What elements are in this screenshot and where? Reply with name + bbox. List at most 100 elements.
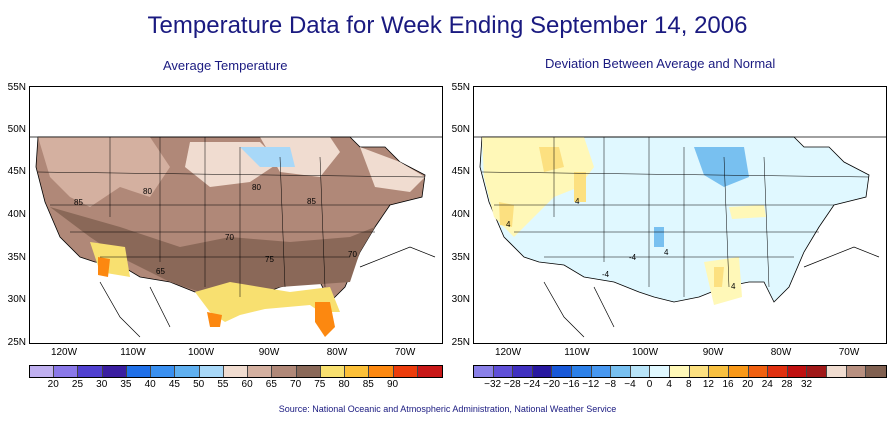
- legend-swatch: [826, 366, 847, 377]
- legend-swatch: [493, 366, 514, 377]
- contour-label: 4: [506, 220, 511, 229]
- legend-swatch: [369, 366, 394, 377]
- legend-swatch: [320, 366, 346, 377]
- legend-swatch: [272, 366, 297, 377]
- contour-label: 65: [156, 267, 165, 276]
- contour-label: 4: [575, 197, 580, 206]
- contour-label: 70: [225, 233, 234, 242]
- legend-tick-label: 65: [265, 379, 277, 390]
- contour-label: 75: [265, 255, 274, 264]
- legend-swatch: [650, 366, 671, 377]
- legend-tick-label: 28: [781, 379, 793, 390]
- legend-tick-label: 0: [646, 379, 653, 390]
- contour-label: 70: [348, 250, 357, 259]
- source-note: Source: National Oceanic and Atmospheric…: [278, 404, 617, 414]
- legend-tick-label: 20: [47, 379, 59, 390]
- temperature-legend: [29, 365, 443, 378]
- legend-swatch: [417, 366, 442, 377]
- contour-label: 85: [307, 197, 316, 206]
- contour-label: 4: [664, 248, 669, 257]
- legend-tick-label: 70: [290, 379, 302, 390]
- x-axis-label: 80W: [770, 347, 792, 358]
- legend-tick-label: −24: [523, 379, 541, 390]
- legend-swatch: [532, 366, 553, 377]
- legend-swatch: [728, 366, 749, 377]
- y-axis-label: 50N: [7, 124, 26, 135]
- legend-swatch: [846, 366, 867, 377]
- contour-label: -4: [602, 270, 610, 279]
- legend-swatch: [513, 366, 533, 377]
- legend-swatch: [689, 366, 710, 377]
- legend-swatch: [248, 366, 273, 377]
- y-axis-label: 40N: [451, 209, 470, 220]
- legend-swatch: [126, 366, 152, 377]
- legend-swatch: [151, 366, 176, 377]
- legend-swatch: [591, 366, 612, 377]
- contour-label: 80: [252, 183, 261, 192]
- y-axis-label: 35N: [451, 252, 470, 263]
- y-axis-label: 25N: [451, 337, 470, 348]
- contour-label: -4: [629, 253, 637, 262]
- legend-swatch: [393, 366, 418, 377]
- legend-swatch: [572, 366, 592, 377]
- legend-tick-label: 20: [742, 379, 754, 390]
- deviation-map: 4 4 4 -4 -4 4: [473, 86, 887, 344]
- legend-swatch: [54, 366, 79, 377]
- legend-tick-label: −16: [562, 379, 580, 390]
- legend-swatch: [611, 366, 631, 377]
- left-map-title: Average Temperature: [163, 58, 288, 73]
- legend-tick-label: 25: [71, 379, 84, 390]
- contour-label: 4: [731, 282, 736, 291]
- legend-swatch: [630, 366, 651, 377]
- legend-tick-label: 55: [217, 379, 229, 390]
- y-axis-label: 40N: [7, 209, 26, 220]
- deviation-legend: [473, 365, 887, 378]
- legend-swatch: [199, 366, 224, 377]
- y-axis-label: 30N: [451, 294, 470, 305]
- legend-swatch: [30, 366, 55, 377]
- legend-swatch: [670, 366, 690, 377]
- right-map-title: Deviation Between Average and Normal: [545, 56, 776, 71]
- legend-swatch: [296, 366, 321, 377]
- legend-swatch: [807, 366, 827, 377]
- legend-tick-label: 4: [666, 379, 672, 390]
- y-axis-label: 55N: [7, 82, 26, 93]
- legend-tick-label: 8: [686, 379, 692, 390]
- legend-swatch: [866, 366, 886, 377]
- legend-tick-label: −12: [582, 379, 600, 390]
- x-axis-label: 70W: [838, 347, 860, 358]
- x-axis-label: 80W: [326, 347, 348, 358]
- legend-tick-label: −20: [542, 379, 560, 390]
- x-axis-label: 90W: [258, 347, 280, 358]
- x-axis-label: 110W: [564, 347, 590, 358]
- legend-swatch: [78, 366, 103, 377]
- y-axis-label: 30N: [7, 294, 26, 305]
- legend-swatch: [474, 366, 494, 377]
- legend-tick-label: 80: [338, 379, 350, 390]
- contour-label: 85: [74, 198, 83, 207]
- contour-label: 80: [143, 187, 152, 196]
- legend-tick-label: 35: [120, 379, 132, 390]
- legend-swatch: [102, 366, 127, 377]
- legend-tick-label: −4: [624, 379, 636, 390]
- legend-tick-label: 75: [314, 379, 326, 390]
- y-axis-label: 55N: [451, 82, 470, 93]
- legend-swatch: [748, 366, 769, 377]
- average-temperature-map: 80 85 80 85 70 65 75 70: [29, 86, 443, 344]
- legend-swatch: [709, 366, 729, 377]
- legend-tick-label: 30: [96, 379, 108, 390]
- x-axis-label: 120W: [494, 347, 522, 358]
- legend-tick-label: 12: [702, 379, 714, 390]
- page-title: Temperature Data for Week Ending Septemb…: [147, 12, 748, 39]
- legend-swatch: [768, 366, 788, 377]
- legend-swatch: [345, 366, 370, 377]
- y-axis-label: 35N: [7, 252, 26, 263]
- x-axis-label: 120W: [50, 347, 78, 358]
- legend-tick-label: −8: [604, 379, 617, 390]
- x-axis-label: 100W: [187, 347, 215, 358]
- y-axis-label: 45N: [451, 166, 470, 177]
- legend-tick-label: −32: [484, 379, 502, 390]
- legend-tick-label: 90: [386, 379, 399, 390]
- y-axis-label: 25N: [7, 337, 26, 348]
- x-axis-label: 70W: [394, 347, 416, 358]
